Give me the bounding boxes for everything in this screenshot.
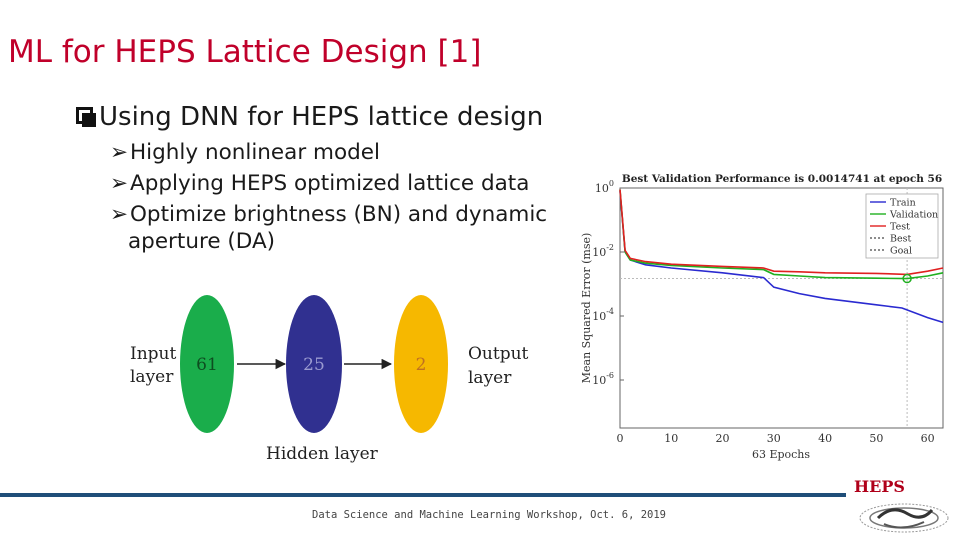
sub-bullet-3: ➢Optimize brightness (BN) and dynamic [110, 202, 547, 228]
x-axis-ticks: 0 10 20 30 40 50 60 [617, 432, 935, 445]
x-tick-label: 50 [869, 432, 883, 445]
sub-bullet-3-text: Optimize brightness (BN) and dynamic [130, 202, 548, 227]
hidden-layer-label: Hidden layer [266, 444, 379, 464]
input-label-line1: Input [130, 344, 176, 364]
sub-bullet-1: ➢Highly nonlinear model [110, 140, 380, 166]
output-label-line1: Output [468, 344, 529, 364]
x-tick-label: 30 [767, 432, 781, 445]
arrow-bullet-icon: ➢ [110, 140, 129, 165]
x-tick-label: 40 [818, 432, 832, 445]
output-label-line2: layer [468, 368, 512, 388]
slide-title: ML for HEPS Lattice Design [1] [8, 34, 482, 70]
footer-text: Data Science and Machine Learning Worksh… [312, 509, 667, 521]
chart-title: Best Validation Performance is 0.0014741… [622, 173, 942, 185]
neural-network-diagram: Input layer 61 25 2 Output layer Hidden … [130, 295, 529, 464]
checkbox-bullet-icon [76, 107, 96, 127]
sub-bullet-1-text: Highly nonlinear model [130, 140, 380, 165]
arrow-bullet-icon: ➢ [110, 171, 129, 196]
x-tick-label: 0 [617, 432, 624, 445]
best-point-marker [902, 273, 912, 284]
x-tick-label: 20 [716, 432, 730, 445]
y-axis-ticks: 100 10-2 10-4 10-6 [592, 179, 624, 387]
input-layer-node [180, 295, 234, 433]
y-axis-label: Mean Squared Error (mse) [580, 233, 593, 384]
footer-divider [0, 493, 846, 497]
legend-label: Validation [889, 210, 938, 221]
performance-chart: Best Validation Performance is 0.0014741… [580, 173, 944, 461]
y-tick-label: 100 [595, 179, 614, 195]
legend-label: Goal [890, 246, 912, 257]
sub-bullet-2-text: Applying HEPS optimized lattice data [130, 171, 530, 196]
output-node-count: 2 [416, 355, 427, 375]
legend-label: Best [890, 234, 911, 245]
output-layer-node [394, 295, 448, 433]
legend-label: Train [890, 198, 916, 209]
sub-bullet-3-continued: aperture (DA) [128, 229, 276, 254]
x-tick-label: 60 [921, 432, 935, 445]
y-tick-label: 10-2 [592, 243, 614, 259]
x-axis-label: 63 Epochs [752, 448, 810, 461]
series-line-test [619, 189, 944, 276]
heps-logo [859, 503, 949, 533]
y-tick-label: 10-4 [592, 307, 614, 323]
sub-bullet-2: ➢Applying HEPS optimized lattice data [110, 171, 529, 197]
y-tick-label: 10-6 [592, 371, 614, 387]
main-bullet: Using DNN for HEPS lattice design [76, 102, 543, 132]
input-node-count: 61 [196, 355, 218, 375]
heps-logo-text: HEPS [854, 477, 905, 496]
arrow-bullet-icon: ➢ [110, 202, 129, 227]
hidden-node-count: 25 [303, 355, 325, 375]
x-tick-label: 10 [664, 432, 678, 445]
hidden-layer-node [286, 295, 342, 433]
series-line-validation [619, 189, 944, 280]
chart-series [619, 189, 944, 324]
main-bullet-text: Using DNN for HEPS lattice design [99, 102, 544, 132]
input-label-line2: layer [130, 367, 174, 387]
legend-label: Test [890, 222, 910, 233]
